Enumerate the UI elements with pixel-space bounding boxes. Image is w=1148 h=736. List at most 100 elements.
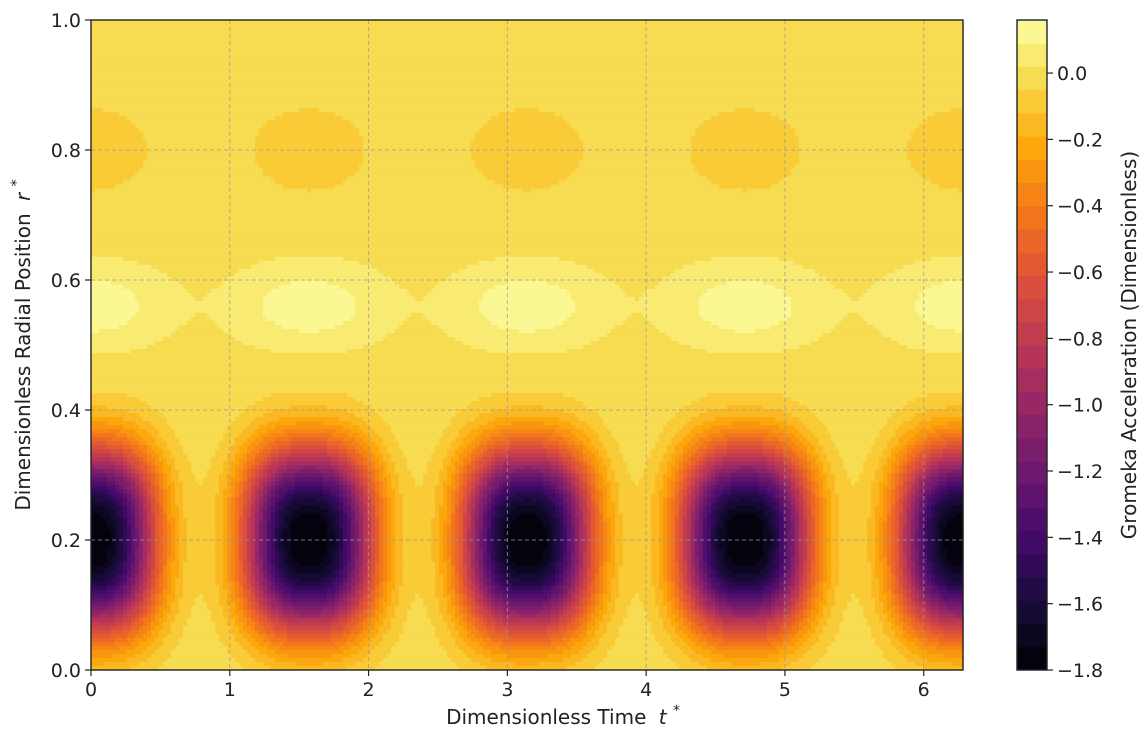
heatmap-cell (655, 76, 660, 81)
heatmap-cell (835, 104, 840, 109)
heatmap-cell (107, 92, 112, 97)
heatmap-cell (551, 24, 556, 29)
heatmap-cell (291, 84, 296, 89)
heatmap-cell (491, 92, 496, 97)
heatmap-cell (351, 72, 356, 77)
heatmap-cell (259, 68, 264, 73)
heatmap-cell (707, 108, 712, 113)
heatmap-cell (795, 24, 800, 29)
heatmap-cell (535, 96, 540, 101)
heatmap-cell (911, 44, 916, 49)
heatmap-cell (595, 68, 600, 73)
heatmap-cell (255, 44, 260, 49)
heatmap-cell (139, 52, 144, 57)
heatmap-cell (815, 84, 820, 89)
heatmap-cell (795, 28, 800, 33)
heatmap-cell (143, 88, 148, 93)
heatmap-cell (279, 56, 284, 61)
heatmap-cell (567, 60, 572, 65)
heatmap-cell (955, 92, 960, 97)
heatmap-cell (475, 24, 480, 29)
heatmap-cell (803, 68, 808, 73)
heatmap-cell (947, 44, 952, 49)
heatmap-cell (219, 84, 224, 89)
heatmap-cell (571, 52, 576, 57)
heatmap-cell (299, 96, 304, 101)
heatmap-cell (103, 48, 108, 53)
heatmap-cell (575, 40, 580, 45)
heatmap-cell (423, 76, 428, 81)
heatmap-cell (467, 104, 472, 109)
heatmap-cell (391, 28, 396, 33)
heatmap-cell (387, 56, 392, 61)
heatmap-cell (339, 24, 344, 29)
heatmap-cell (743, 68, 748, 73)
heatmap-cell (847, 76, 852, 81)
heatmap-cell (423, 96, 428, 101)
heatmap-cell (667, 100, 672, 105)
heatmap-cell (767, 32, 772, 37)
heatmap-cell (551, 104, 556, 109)
heatmap-cell (799, 100, 804, 105)
heatmap-cell (179, 28, 184, 33)
heatmap-cell (575, 44, 580, 49)
heatmap-cell (851, 92, 856, 97)
heatmap-cell (511, 100, 516, 105)
heatmap-cell (903, 104, 908, 109)
heatmap-cell (335, 104, 340, 109)
heatmap-cell (427, 52, 432, 57)
heatmap-cell (739, 100, 744, 105)
heatmap-cell (955, 52, 960, 57)
heatmap-cell (419, 52, 424, 57)
heatmap-cell (639, 64, 644, 69)
heatmap-cell (743, 60, 748, 65)
heatmap-cell (567, 40, 572, 45)
heatmap-cell (231, 40, 236, 45)
heatmap-cell (423, 60, 428, 65)
heatmap-cell (151, 96, 156, 101)
heatmap-cell (663, 48, 668, 53)
heatmap-cell (335, 56, 340, 61)
heatmap-cell (635, 104, 640, 109)
heatmap-cell (391, 108, 396, 113)
heatmap-cell (643, 100, 648, 105)
heatmap-cell (455, 68, 460, 73)
heatmap-cell (231, 88, 236, 93)
heatmap-cell (911, 104, 916, 109)
heatmap-cell (739, 48, 744, 53)
heatmap-cell (551, 44, 556, 49)
heatmap-cell (919, 100, 924, 105)
heatmap-cell (515, 104, 520, 109)
heatmap-cell (175, 52, 180, 57)
heatmap-cell (943, 72, 948, 77)
heatmap-cell (487, 68, 492, 73)
heatmap-cell (779, 36, 784, 41)
heatmap-cell (663, 28, 668, 33)
heatmap-cell (499, 32, 504, 37)
heatmap-cell (703, 32, 708, 37)
heatmap-cell (419, 92, 424, 97)
heatmap-cell (263, 24, 268, 29)
heatmap-cell (283, 56, 288, 61)
heatmap-cell (739, 104, 744, 109)
heatmap-cell (463, 84, 468, 89)
heatmap-cell (603, 28, 608, 33)
heatmap-cell (279, 80, 284, 85)
heatmap-cell (671, 64, 676, 69)
heatmap-cell (951, 104, 956, 109)
heatmap-cell (451, 60, 456, 65)
heatmap-cell (495, 80, 500, 85)
heatmap-cell (199, 44, 204, 49)
heatmap-cell (399, 80, 404, 85)
heatmap-cell (527, 96, 532, 101)
heatmap-cell (815, 48, 820, 53)
heatmap-cell (787, 32, 792, 37)
heatmap-cell (815, 76, 820, 81)
heatmap-cell (147, 24, 152, 29)
heatmap-cell (679, 96, 684, 101)
heatmap-cell (655, 96, 660, 101)
heatmap-cell (383, 44, 388, 49)
heatmap-cell (775, 64, 780, 69)
heatmap-cell (483, 40, 488, 45)
heatmap-cell (867, 24, 872, 29)
